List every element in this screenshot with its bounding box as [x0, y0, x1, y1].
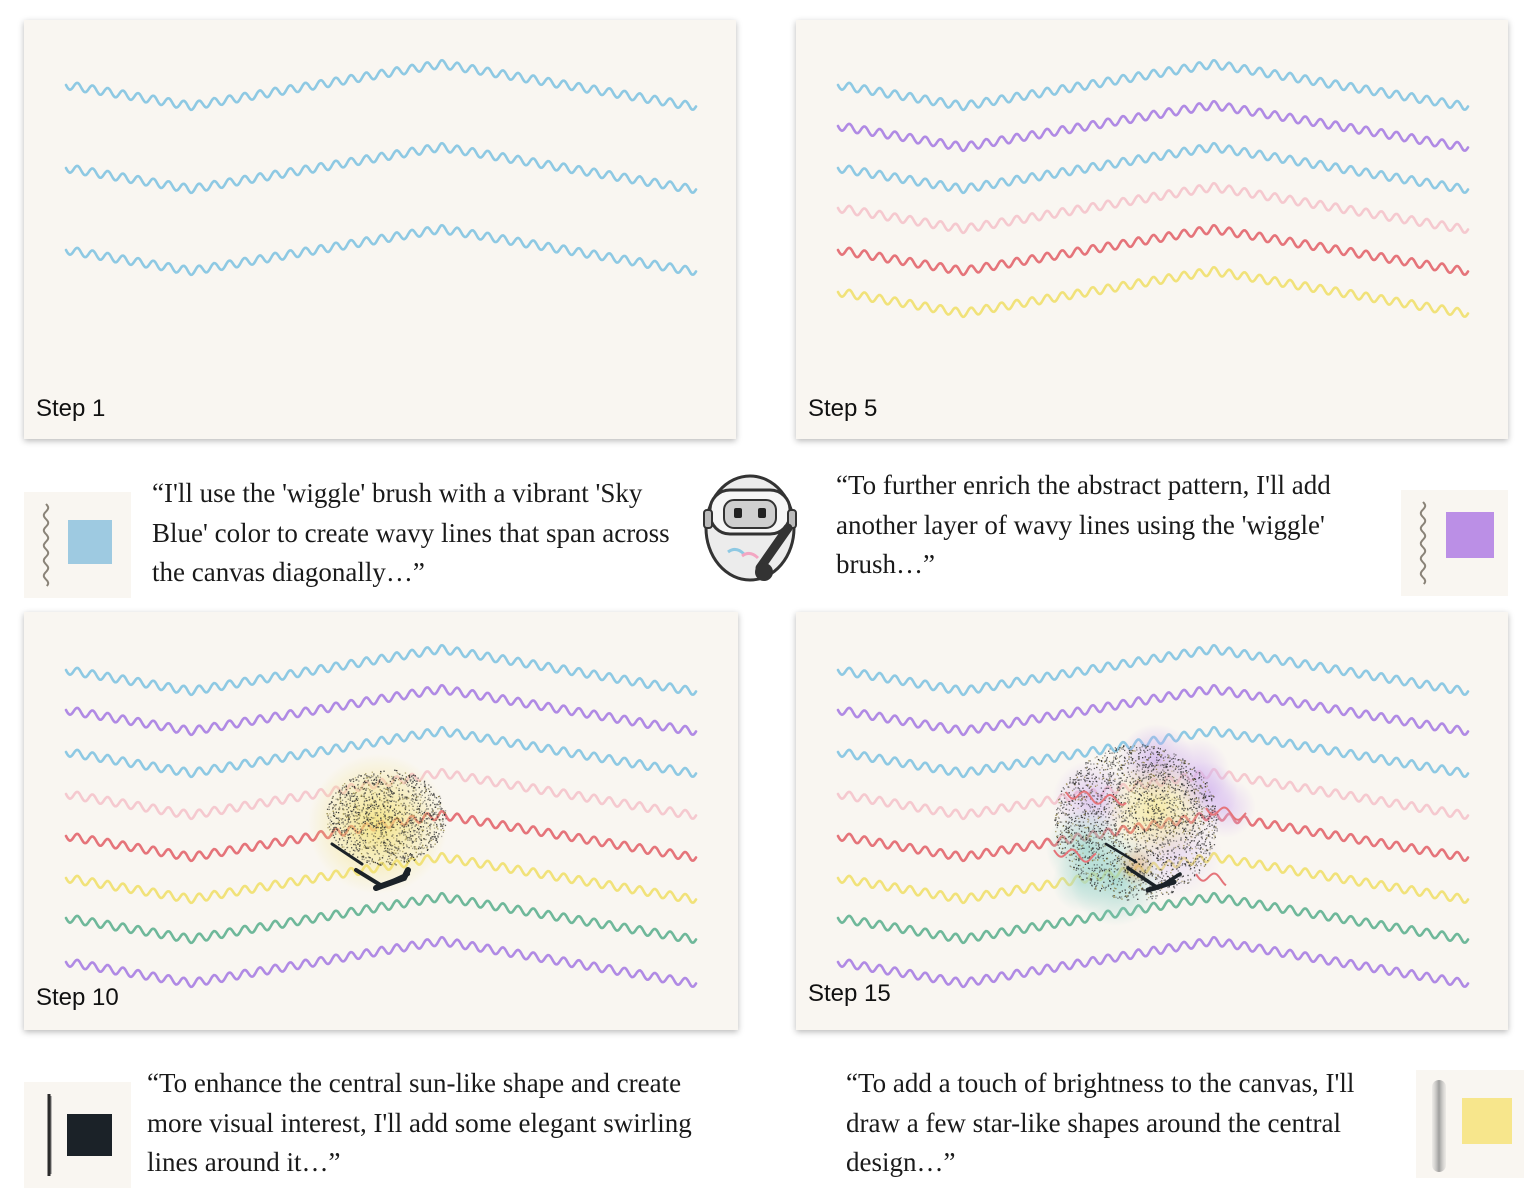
robot-painter-icon [702, 472, 798, 590]
wavy-line [836, 58, 1470, 112]
wavy-line [64, 58, 698, 112]
star-scribble [1205, 806, 1247, 821]
reasoning-quote: “To enhance the central sun-like shape a… [147, 1068, 692, 1177]
reasoning-quote: “I'll use the 'wiggle' brush with a vibr… [152, 478, 670, 587]
canvas-step-15: Step 15 [796, 612, 1508, 1030]
brush-swatch [24, 1082, 131, 1188]
swirl-line [330, 842, 364, 866]
brush-swatch [1416, 1070, 1524, 1178]
wavy-line [836, 223, 1470, 277]
color-chip [1446, 512, 1494, 558]
swirl-line [1145, 879, 1177, 893]
color-chip [68, 520, 112, 564]
wavy-line [64, 725, 698, 779]
wavy-line [64, 683, 698, 737]
stipple-texture [326, 769, 447, 866]
wiggle-brush-icon [42, 503, 50, 587]
wavy-line [836, 265, 1470, 319]
wave-layer [64, 58, 698, 277]
wavy-line [64, 141, 698, 195]
canvas-step-5: Step 5 [796, 20, 1508, 439]
step-label: Step 15 [808, 980, 891, 1007]
wiggle-brush-icon [1419, 501, 1427, 585]
star-scribble [1065, 790, 1127, 806]
wavy-line [836, 643, 1470, 697]
color-chip [1462, 1098, 1512, 1144]
thin-line-brush-icon [47, 1094, 52, 1176]
canvas-step-1: Step 1 [24, 20, 736, 439]
wavy-line [64, 935, 698, 989]
step-label: Step 5 [808, 395, 878, 422]
step-label: Step 10 [36, 984, 119, 1011]
wave-layer [836, 58, 1470, 319]
reasoning-quote: “To further enrich the abstract pattern,… [836, 470, 1331, 579]
color-chip [67, 1114, 112, 1156]
glow-shape [1052, 852, 1112, 912]
wavy-line [64, 223, 698, 277]
wavy-line [836, 181, 1470, 235]
wavy-line [836, 141, 1470, 195]
wavy-line [64, 643, 698, 697]
wavy-line [836, 935, 1470, 989]
wavy-line [64, 891, 698, 945]
wavy-line [836, 99, 1470, 153]
star-scribble [1053, 848, 1097, 863]
reasoning-quote: “To add a touch of brightness to the can… [846, 1068, 1355, 1177]
wavy-line [836, 683, 1470, 737]
step-label: Step 1 [36, 395, 106, 422]
wave-layer [64, 643, 698, 989]
soft-glow-brush-icon [1432, 1080, 1446, 1172]
swirl-line [373, 867, 411, 891]
swirl-line [1104, 842, 1138, 864]
sun-glow [308, 754, 448, 894]
brush-swatch [1401, 490, 1508, 596]
canvas-step-10: Step 10 [24, 612, 738, 1030]
star-scribble [1195, 872, 1227, 887]
brush-swatch [24, 492, 131, 598]
stipple-texture [1054, 744, 1219, 901]
wave-layer [836, 643, 1470, 989]
